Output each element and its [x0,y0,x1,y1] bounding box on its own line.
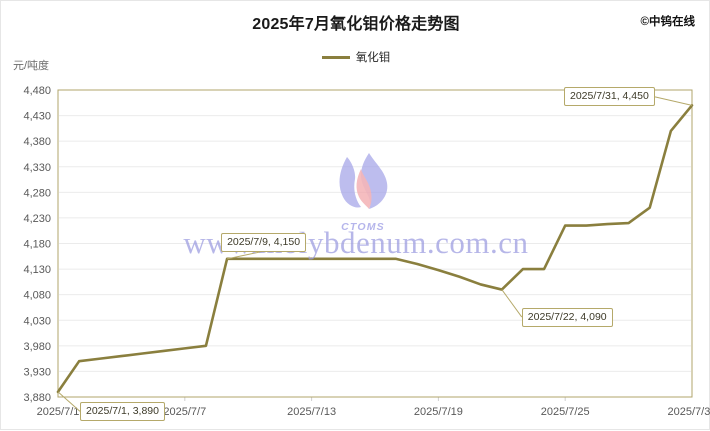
svg-text:4,180: 4,180 [23,239,51,251]
svg-text:4,080: 4,080 [23,290,51,302]
legend-line-swatch-icon [321,55,350,59]
y-axis-unit-label: 元/吨度 [13,60,50,72]
svg-text:3,980: 3,980 [23,341,51,353]
svg-text:4,480: 4,480 [23,85,51,97]
chart-legend: 氧化钼 [1,49,710,65]
svg-text:4,030: 4,030 [23,315,51,327]
copyright-notice: ©中钨在线 [640,16,695,28]
callout-jul31: 2025/7/31, 4,450 [564,87,655,107]
svg-text:4,330: 4,330 [23,162,51,174]
svg-text:2025/7/7: 2025/7/7 [163,406,206,418]
plot-frame [57,89,693,398]
data-line-molybdenum-oxide [56,104,694,394]
callout-jul9: 2025/7/9, 4,150 [221,232,307,252]
svg-text:2025/7/19: 2025/7/19 [414,406,463,418]
svg-text:4,380: 4,380 [23,136,51,148]
legend-series-label: 氧化钼 [355,52,391,64]
x-axis-tick-labels: 2025/7/1 2025/7/7 2025/7/13 2025/7/19 2025/7… [37,406,710,418]
y-axis-tick-labels: 4,480 4,430 4,380 4,330 4,280 4,230 4,180 4,130… [23,85,51,404]
callout-start: 2025/7/1, 3,890 [80,401,165,421]
callout-jul22: 2025/7/22, 4,090 [521,307,613,327]
svg-text:4,130: 4,130 [23,264,51,276]
svg-text:2025/7/1: 2025/7/1 [37,406,80,418]
svg-text:3,930: 3,930 [23,366,51,378]
gridlines [59,115,691,372]
svg-text:2025/7/25: 2025/7/25 [541,406,590,418]
svg-text:4,430: 4,430 [23,111,51,123]
svg-text:4,280: 4,280 [23,187,51,199]
svg-text:4,230: 4,230 [23,213,51,225]
x-axis-tick-marks [184,397,566,401]
svg-text:3,880: 3,880 [23,392,51,404]
svg-text:2025/7/31: 2025/7/31 [668,406,710,418]
page-title: 2025年7月氧化钼价格走势图 [252,16,460,33]
svg-text:2025/7/13: 2025/7/13 [287,406,336,418]
callout-leader-lines [57,96,693,412]
